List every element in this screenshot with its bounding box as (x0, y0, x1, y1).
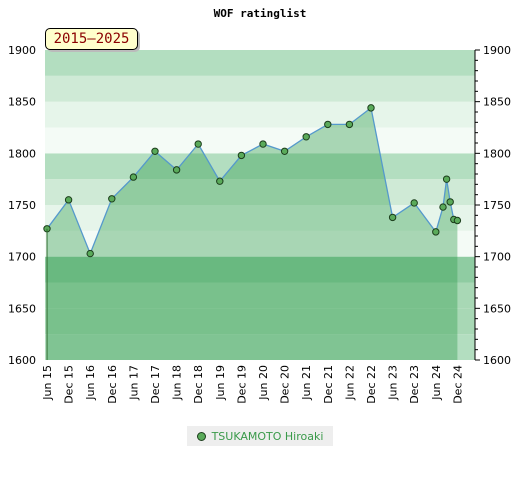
data-point-21[interactable] (446, 198, 454, 206)
x-tick-label-13: Dec 21 (322, 365, 335, 404)
data-point-12[interactable] (302, 133, 310, 141)
data-point-20[interactable] (442, 175, 451, 183)
data-point-8[interactable] (216, 177, 224, 185)
rating-area-fill (47, 107, 458, 361)
x-tick-label-15: Dec 22 (365, 365, 378, 404)
data-point-10[interactable] (259, 140, 267, 148)
y-tick-right-1900: 1900 (483, 44, 511, 57)
y-tick-left-1800: 1800 (8, 147, 36, 160)
x-tick-label-5: Dec 17 (149, 365, 162, 404)
band-1875 (45, 50, 475, 76)
rating-line (46, 106, 458, 256)
y-tick-right-1800: 1800 (483, 147, 511, 160)
data-point-16[interactable] (388, 213, 397, 222)
x-axis-ticks: Jun 15 Dec 15 Jun 16 Dec 16 Jun 17 Dec 17 Jun … (41, 365, 464, 404)
y-tick-left-1750: 1750 (8, 199, 36, 212)
y-tick-right-1750: 1750 (483, 199, 511, 212)
y-tick-right-1850: 1850 (483, 96, 511, 109)
data-point-9[interactable] (237, 151, 246, 160)
legend-label: TSUKAMOTO Hiroaki (211, 429, 324, 443)
data-point-5[interactable] (151, 147, 159, 155)
y-tick-left-1650: 1650 (8, 302, 36, 315)
y-tick-left-1600: 1600 (8, 354, 36, 367)
date-range-badge: 2015–2025 (45, 28, 138, 50)
x-tick-label-6: Jun 18 (171, 365, 184, 401)
data-point-1[interactable] (64, 196, 73, 204)
x-tick-label-12: Jun 21 (300, 365, 313, 401)
band-1825 (45, 101, 475, 128)
band-1725 (45, 205, 475, 231)
data-point-4[interactable] (129, 173, 138, 181)
x-tick-label-11: Dec 20 (279, 365, 292, 404)
x-tick-label-16: Jun 23 (387, 365, 400, 401)
data-point-23[interactable] (453, 216, 462, 225)
x-tick-label-9: Dec 19 (235, 365, 248, 404)
x-tick-label-1: Dec 15 (63, 365, 76, 404)
x-tick-label-3: Dec 16 (106, 365, 119, 404)
data-point-11[interactable] (280, 147, 289, 155)
x-tick-label-18: Jun 24 (430, 365, 443, 401)
band-1650 (45, 282, 475, 309)
data-point-15[interactable] (367, 104, 375, 112)
x-tick-label-14: Jun 22 (343, 365, 356, 401)
x-tick-label-2: Jun 16 (84, 365, 97, 401)
chart-legend[interactable]: TSUKAMOTO Hiroaki (187, 426, 333, 446)
y-tick-left-1700: 1700 (8, 251, 36, 264)
data-point-2[interactable] (86, 249, 94, 258)
x-tick-label-4: Jun 17 (127, 365, 140, 401)
y-tick-left-1900: 1900 (8, 44, 36, 57)
data-point-14[interactable] (345, 120, 354, 129)
band-1850 (45, 75, 475, 102)
x-tick-label-10: Jun 20 (257, 365, 270, 401)
data-point-17[interactable] (410, 199, 418, 207)
data-point-7[interactable] (194, 140, 202, 148)
data-point-6[interactable] (172, 166, 181, 174)
band-1800 (45, 127, 475, 154)
y-axis-left-ticks: 1600 1650 1700 1750 1800 1850 1900 (8, 44, 36, 367)
data-point-18[interactable] (432, 228, 440, 236)
band-1700 (45, 230, 475, 257)
y-tick-right-1600: 1600 (483, 354, 511, 367)
data-point-13[interactable] (324, 120, 332, 129)
x-tick-label-8: Jun 19 (214, 365, 227, 401)
band-1675 (45, 256, 475, 283)
x-tick-label-17: Dec 23 (408, 365, 421, 404)
data-point-3[interactable] (108, 195, 116, 203)
band-1750 (45, 179, 475, 205)
y-tick-right-1650: 1650 (483, 302, 511, 315)
x-tick-label-7: Dec 18 (192, 365, 205, 404)
band-1625 (45, 308, 475, 335)
y-axis-right-ticks: 1600 1650 1700 1750 1800 1850 1900 (475, 44, 511, 367)
band-1775 (45, 153, 475, 180)
y-tick-left-1850: 1850 (8, 96, 36, 109)
legend-marker-icon (196, 431, 206, 441)
background-bands (45, 50, 475, 360)
x-tick-label-19: Dec 24 (451, 365, 464, 404)
x-tick-label-0: Jun 15 (41, 365, 54, 401)
chart-title: WOF ratinglist (214, 7, 307, 20)
y-tick-right-1700: 1700 (483, 251, 511, 264)
band-1600 (45, 334, 475, 360)
data-point-19[interactable] (439, 203, 447, 211)
